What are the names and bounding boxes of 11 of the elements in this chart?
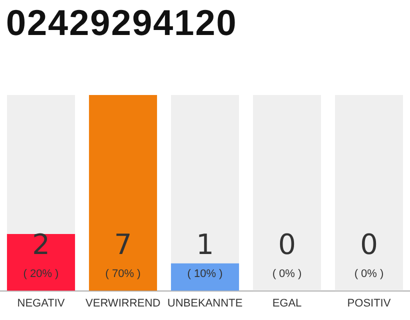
x-tick-label: EGAL	[272, 297, 302, 310]
x-tick-label: VERWIRREND	[86, 297, 161, 310]
x-tick-label: UNBEKANNTE	[167, 297, 243, 310]
chart-title: 02429294120	[6, 2, 238, 44]
x-tick-label: POSITIV	[347, 297, 392, 310]
text: 7 ( 70% )	[105, 228, 141, 280]
text: 0 ( 0% )	[354, 228, 384, 280]
text: 2 ( 20% )	[23, 228, 59, 280]
text: 1 ( 10% )	[187, 228, 223, 280]
x-tick-label: NEGATIV	[17, 297, 66, 310]
text: 0 ( 0% )	[272, 228, 302, 280]
